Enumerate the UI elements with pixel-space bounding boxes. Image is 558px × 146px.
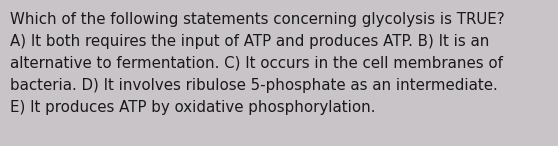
Text: E) It produces ATP by oxidative phosphorylation.: E) It produces ATP by oxidative phosphor… [10, 100, 376, 115]
Text: alternative to fermentation. C) It occurs in the cell membranes of: alternative to fermentation. C) It occur… [10, 56, 503, 71]
Text: bacteria. D) It involves ribulose 5-phosphate as an intermediate.: bacteria. D) It involves ribulose 5-phos… [10, 78, 498, 93]
Text: Which of the following statements concerning glycolysis is TRUE?: Which of the following statements concer… [10, 12, 504, 27]
Text: A) It both requires the input of ATP and produces ATP. B) It is an: A) It both requires the input of ATP and… [10, 34, 489, 49]
